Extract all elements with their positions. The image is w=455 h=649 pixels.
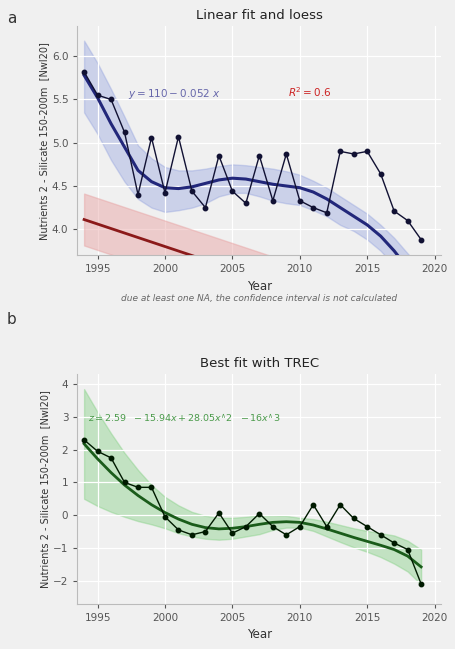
- Text: $R^2 = 0.6$: $R^2 = 0.6$: [288, 85, 332, 99]
- X-axis label: Year: Year: [247, 628, 272, 641]
- X-axis label: Year: Year: [247, 280, 272, 293]
- Y-axis label: Nutrients 2 - Silicate 150-200m  [Nwl20]: Nutrients 2 - Silicate 150-200m [Nwl20]: [40, 390, 50, 588]
- Title: Best fit with TREC: Best fit with TREC: [200, 358, 319, 371]
- Text: b: b: [7, 313, 16, 328]
- Text: a: a: [7, 11, 16, 26]
- Text: due at least one NA, the confidence interval is not calculated: due at least one NA, the confidence inte…: [121, 294, 397, 303]
- Y-axis label: Nutrients 2 - Silicate 150-200m  [Nwl20]: Nutrients 2 - Silicate 150-200m [Nwl20]: [39, 42, 49, 239]
- Title: Linear fit and loess: Linear fit and loess: [196, 9, 323, 22]
- Text: $z = 2.59\ \ -15.94x + 28.05x^{\wedge}2\ \ -16x^{\wedge}3$: $z = 2.59\ \ -15.94x + 28.05x^{\wedge}2\…: [88, 413, 281, 424]
- Text: $y = 110 - 0.052\ x$: $y = 110 - 0.052\ x$: [128, 87, 221, 101]
